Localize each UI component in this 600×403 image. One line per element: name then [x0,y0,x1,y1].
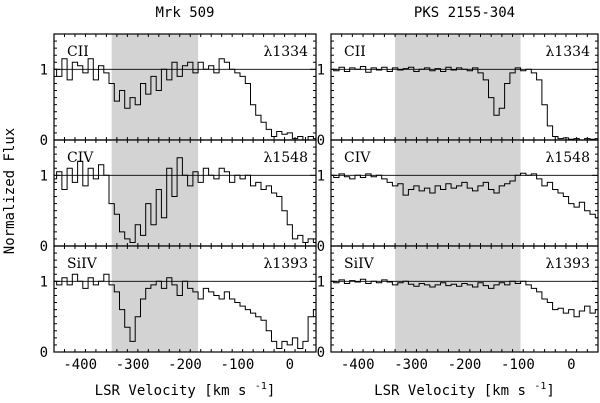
x-tick-label: 0 [567,357,575,373]
x-tick-label: -300 [394,357,428,373]
y-tick-label: 1 [40,62,48,78]
y-tick-label: 0 [317,239,325,255]
column-title: Mrk 509 [155,5,214,21]
shaded-velocity-band [111,34,199,140]
ion-label: CII [67,44,89,60]
y-tick-label: 1 [317,62,325,78]
spectrum-line-cii [331,66,598,141]
x-axis-label: LSR Velocity [km s -1] [95,381,276,399]
shaded-velocity-band [111,246,199,352]
y-tick-label: 1 [317,274,325,290]
shaded-velocity-band [111,140,199,246]
y-tick-label: 0 [40,345,48,361]
wavelength-label: λ1334 [545,44,590,60]
shaded-velocity-band [395,140,521,246]
spectrum-line-civ [331,172,598,219]
y-tick-label: 1 [40,274,48,290]
x-tick-label: 0 [286,357,294,373]
column-mrk-509: Mrk 509 CII λ1334 0 1 CIV λ1548 0 1 SiIV λ1393 0 1 -4… [40,5,317,399]
spectrum-line-cii [54,58,316,141]
x-tick-label: -200 [448,357,482,373]
column-title: PKS 2155-304 [414,5,515,21]
x-axis-label: LSR Velocity [km s -1] [374,381,555,399]
wavelength-label: λ1393 [545,256,590,272]
wavelength-label: λ1548 [263,150,308,166]
wavelength-label: λ1548 [545,150,590,166]
y-tick-label: 0 [40,239,48,255]
panel-siiv: SiIV λ1393 0 1 [40,245,317,361]
panel-civ: CIV λ1548 0 1 [317,139,599,255]
y-axis-label: Normalized Flux [2,128,18,254]
x-tick-label: -100 [221,357,255,373]
y-tick-label: 1 [40,168,48,184]
ion-label: SiIV [67,256,98,272]
wavelength-label: λ1393 [263,256,308,272]
ion-label: CII [344,44,366,60]
column-pks-2155-304: PKS 2155-304 CII λ1334 0 1 CIV λ1548 0 1 SiIV λ139… [317,5,599,399]
shaded-velocity-band [395,34,521,140]
panel-cii: CII λ1334 0 1 [317,33,599,149]
x-tick-label: -400 [63,357,97,373]
panel-cii: CII λ1334 0 1 [40,33,317,149]
ion-label: SiIV [344,256,375,272]
x-tick-label: -200 [168,357,202,373]
y-tick-label: 1 [317,168,325,184]
ion-label: CIV [67,150,94,166]
x-tick-label: -400 [341,357,375,373]
panel-frame [330,245,599,353]
panel-siiv: SiIV λ1393 0 1 [317,245,599,361]
shaded-velocity-band [395,246,521,352]
spectrum-line-siiv [54,273,316,349]
spectrum-line-civ [54,157,316,243]
y-tick-label: 0 [317,133,325,149]
x-tick-label: -100 [501,357,535,373]
spectrum-line-siiv [331,278,598,318]
x-tick-label: -300 [116,357,150,373]
ion-label: CIV [344,150,371,166]
y-tick-label: 0 [317,345,325,361]
panel-frame [53,245,317,353]
panel-civ: CIV λ1548 0 1 [40,139,317,255]
y-tick-label: 0 [40,133,48,149]
wavelength-label: λ1334 [263,44,308,60]
